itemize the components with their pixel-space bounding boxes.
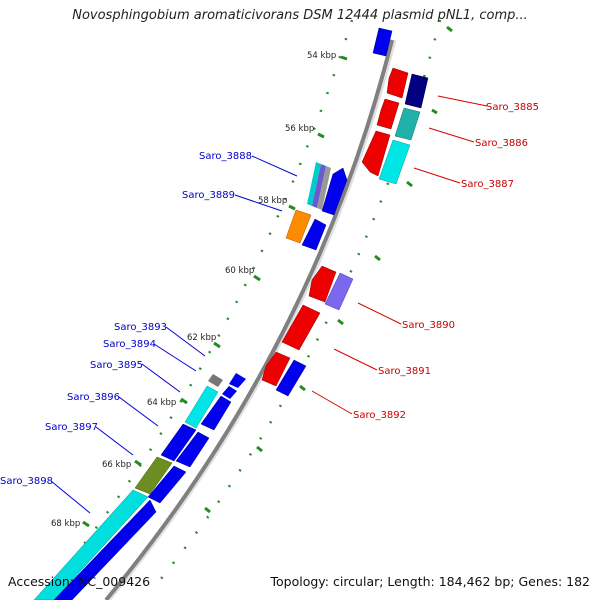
- scale-label-56: 56 kbp: [285, 124, 314, 134]
- gene-saro-3888-arrow[interactable]: [321, 167, 348, 216]
- gene-saro-3887-b[interactable]: [378, 139, 411, 185]
- gene-saro-3895[interactable]: [222, 386, 237, 399]
- label-saro-3894[interactable]: Saro_3894: [103, 339, 156, 350]
- gene-saro-3890[interactable]: [308, 265, 337, 303]
- label-saro-3895[interactable]: Saro_3895: [90, 360, 143, 371]
- scale-label-62: 62 kbp: [187, 333, 216, 343]
- gene-saro-3897-arrow[interactable]: [175, 431, 210, 468]
- gene-saro-3890-b[interactable]: [324, 272, 354, 311]
- summary-text: Topology: circular; Length: 184,462 bp; …: [270, 574, 591, 589]
- gene-saro-3889[interactable]: [285, 209, 312, 244]
- label-saro-3888[interactable]: Saro_3888: [199, 151, 252, 162]
- gene-olive[interactable]: [134, 456, 173, 495]
- outer-ticks: [204, 25, 453, 514]
- reverse-label-lines: [311, 95, 488, 415]
- label-saro-3897[interactable]: Saro_3897: [45, 422, 98, 433]
- label-saro-3886[interactable]: Saro_3886: [475, 138, 528, 149]
- gene-saro-3898[interactable]: [33, 489, 149, 600]
- scale-label-68: 68 kbp: [51, 519, 80, 529]
- gene-saro-3885[interactable]: [386, 67, 409, 99]
- gene-top-forward[interactable]: [372, 27, 393, 57]
- gene-saro-3896-arrow[interactable]: [200, 395, 232, 431]
- scale-label-64: 64 kbp: [147, 398, 176, 408]
- gene-saro-3897[interactable]: [160, 423, 197, 462]
- scale-label-60: 60 kbp: [225, 266, 254, 276]
- scale-ticks: [82, 55, 348, 528]
- gene-saro-3891[interactable]: [281, 304, 321, 351]
- gene-saro-3888-a[interactable]: [307, 162, 321, 206]
- gene-saro-3894[interactable]: [229, 373, 246, 388]
- gene-saro-3892[interactable]: [261, 351, 291, 387]
- label-saro-3893[interactable]: Saro_3893: [114, 322, 167, 333]
- gene-saro-3885-b[interactable]: [404, 73, 429, 109]
- gene-saro-3887[interactable]: [361, 130, 391, 177]
- label-saro-3896[interactable]: Saro_3896: [67, 392, 120, 403]
- gene-saro-3889-arrow[interactable]: [301, 218, 327, 251]
- gene-saro-3888-b[interactable]: [312, 164, 326, 208]
- gene-saro-3888-c[interactable]: [317, 166, 331, 210]
- scale-label-66: 66 kbp: [102, 460, 131, 470]
- backbone: [104, 39, 394, 600]
- gene-saro-3886[interactable]: [376, 98, 400, 130]
- gene-saro-3896-cyan[interactable]: [184, 385, 219, 429]
- gene-saro-3892-b[interactable]: [275, 359, 307, 397]
- gene-olive-arrow[interactable]: [147, 465, 187, 504]
- label-saro-3891[interactable]: Saro_3891: [378, 366, 431, 377]
- reverse-strand-genes: [261, 27, 429, 397]
- label-saro-3887[interactable]: Saro_3887: [461, 179, 514, 190]
- forward-strand-genes: [33, 162, 348, 600]
- accession-text: Accession: NC_009426: [8, 574, 151, 589]
- label-saro-3885[interactable]: Saro_3885: [486, 102, 539, 113]
- gene-saro-3886-b[interactable]: [394, 107, 421, 141]
- label-saro-3890[interactable]: Saro_3890: [402, 320, 455, 331]
- label-saro-3892[interactable]: Saro_3892: [353, 410, 406, 421]
- scale-label-54: 54 kbp: [307, 51, 336, 61]
- label-saro-3898[interactable]: Saro_3898: [0, 476, 53, 487]
- forward-label-lines: [50, 155, 298, 514]
- map-title: Novosphingobium aromaticivorans DSM 1244…: [72, 8, 528, 23]
- scale-label-58: 58 kbp: [258, 196, 287, 206]
- inner-dotted-ring: [59, 19, 354, 576]
- gene-saro-3893[interactable]: [208, 374, 223, 387]
- gene-saro-3898-arrow[interactable]: [53, 499, 157, 600]
- label-saro-3889[interactable]: Saro_3889: [182, 190, 235, 201]
